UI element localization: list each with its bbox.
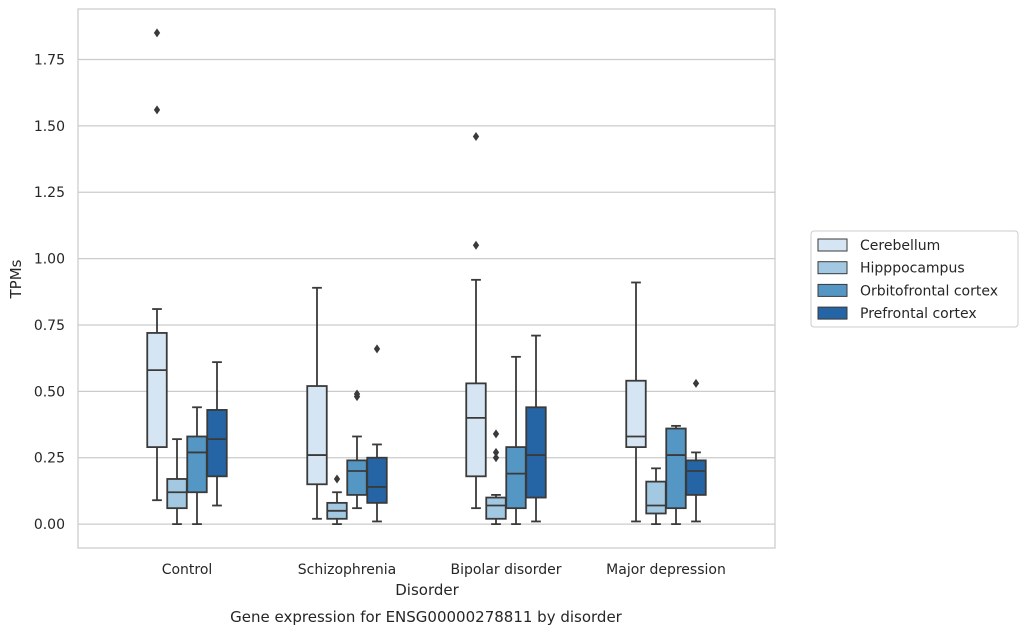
x-tick-label: Control xyxy=(162,562,213,578)
y-tick-label: 1.75 xyxy=(34,52,65,68)
outlier-point xyxy=(492,447,500,457)
legend: Cerebellum Hipppocampus Orbitofrontal cort… xyxy=(810,230,1019,328)
y-axis-title: TPMs xyxy=(7,259,25,299)
box-plot-series xyxy=(146,28,707,526)
y-tick-label: 1.25 xyxy=(34,185,65,201)
plot-frame xyxy=(77,8,776,549)
series-cerebellum xyxy=(146,28,647,523)
box xyxy=(346,389,368,510)
box-body xyxy=(306,385,328,486)
box xyxy=(206,361,228,507)
x-axis-ticks: Control Schizophrenia Bipolar disorder Majo… xyxy=(162,562,726,578)
x-tick-label: Major depression xyxy=(606,562,726,578)
box xyxy=(625,281,647,523)
outlier-point xyxy=(153,28,161,38)
box xyxy=(366,344,388,523)
box xyxy=(166,438,188,526)
box-body xyxy=(505,446,527,510)
box xyxy=(186,406,208,526)
box xyxy=(665,424,687,526)
legend-swatch xyxy=(817,238,848,252)
outlier-point xyxy=(492,429,500,439)
outlier-point xyxy=(472,131,480,141)
box-body xyxy=(665,427,687,510)
box-body xyxy=(186,435,208,494)
legend-swatch xyxy=(817,306,848,320)
series-hipppocampus xyxy=(166,429,667,526)
box xyxy=(146,28,168,502)
legend-label: Orbitofrontal cortex xyxy=(860,283,998,299)
box-body xyxy=(685,459,707,496)
box-body xyxy=(465,382,487,478)
legend-frame xyxy=(810,230,1019,328)
outlier-point xyxy=(333,474,341,484)
x-tick-label: Schizophrenia xyxy=(298,562,396,578)
outlier-point xyxy=(353,389,361,399)
y-tick-label: 0.25 xyxy=(34,451,65,467)
series-orbitofrontal-cortex xyxy=(186,355,687,526)
box-body xyxy=(206,409,228,478)
box-body xyxy=(166,478,188,510)
box-body xyxy=(645,480,667,515)
legend-swatch xyxy=(817,283,848,297)
box-body xyxy=(346,459,368,496)
legend-label: Prefrontal cortex xyxy=(860,306,977,322)
y-axis-ticks: 0.00 0.25 0.50 0.75 1.00 1.25 1.50 1.75 xyxy=(34,52,65,533)
legend-swatch xyxy=(817,261,848,275)
box xyxy=(465,131,487,510)
outlier-point xyxy=(492,453,500,463)
legend-label: Hipppocampus xyxy=(860,261,965,277)
box-body xyxy=(625,379,647,449)
y-tick-label: 1.50 xyxy=(34,119,65,135)
box xyxy=(326,474,348,526)
y-tick-label: 0.75 xyxy=(34,318,65,334)
box-body xyxy=(485,496,507,520)
box-body xyxy=(146,332,168,449)
box xyxy=(505,355,527,526)
outlier-point xyxy=(373,344,381,354)
box xyxy=(645,467,667,526)
box xyxy=(525,334,547,523)
x-tick-label: Bipolar disorder xyxy=(450,562,561,578)
y-tick-label: 1.00 xyxy=(34,252,65,268)
box-body xyxy=(366,456,388,504)
x-axis-title: Disorder xyxy=(395,581,459,599)
outlier-point xyxy=(153,105,161,115)
box-body xyxy=(525,406,547,499)
box xyxy=(685,378,707,523)
outlier-point xyxy=(472,240,480,250)
box xyxy=(306,286,328,520)
y-tick-label: 0.00 xyxy=(34,517,65,533)
box xyxy=(485,429,507,526)
series-prefrontal-cortex xyxy=(206,334,707,523)
y-tick-label: 0.50 xyxy=(34,384,65,400)
chart-caption: Gene expression for ENSG00000278811 by d… xyxy=(230,608,623,626)
legend-label: Cerebellum xyxy=(860,238,940,254)
outlier-point xyxy=(692,378,700,388)
